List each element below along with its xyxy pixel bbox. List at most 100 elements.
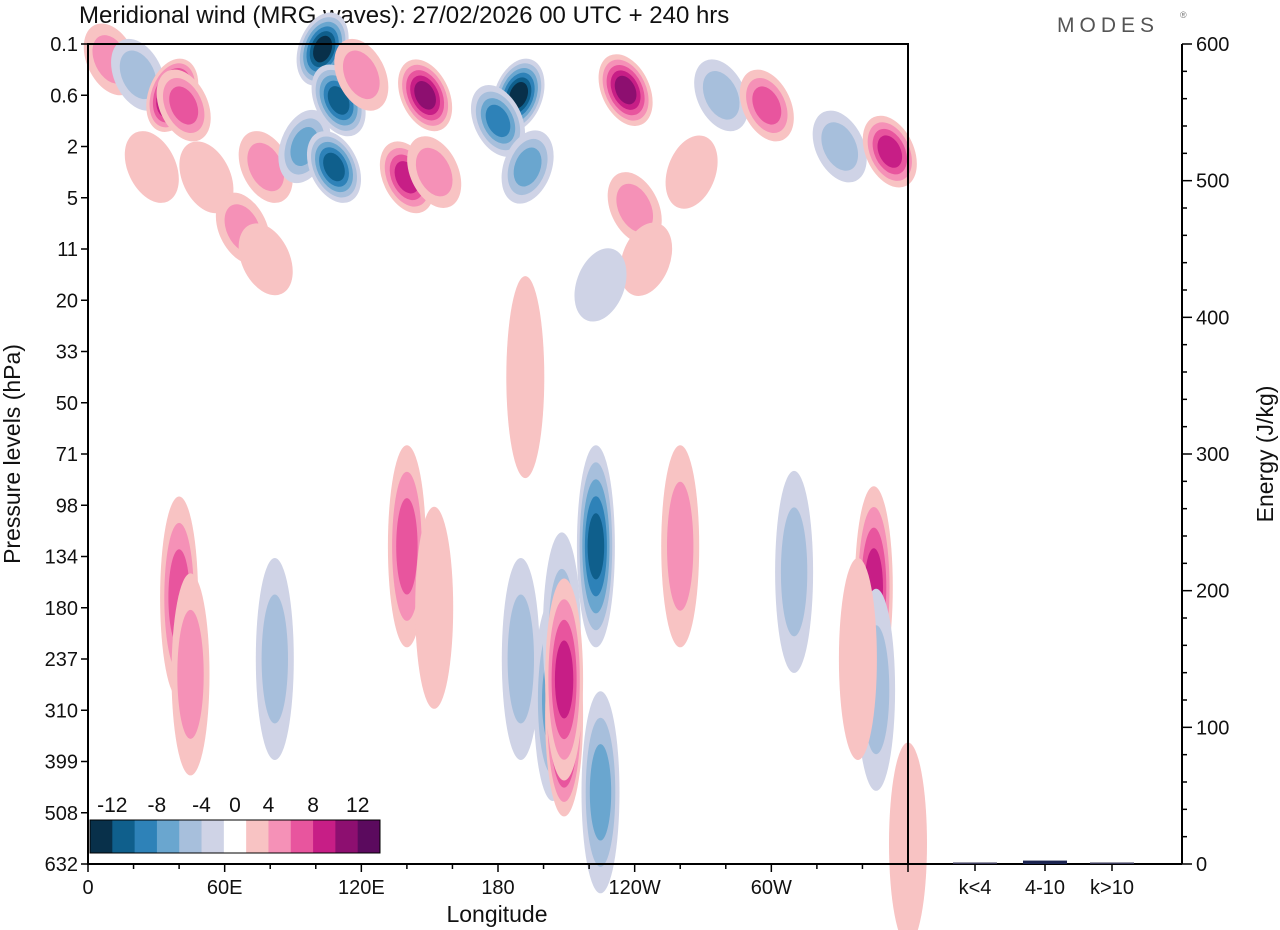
pressure-tick-label: 632 [45,854,78,876]
heatmap-cell [396,498,418,595]
heatmap-cell [169,86,199,125]
pressure-tick-label: 399 [45,752,78,774]
colorbar-tick-label: -8 [148,794,167,817]
brand-trademark: ® [1180,10,1187,20]
heatmap-cell [589,744,612,841]
heatmap-cell [587,513,605,580]
energy-bars: k<4 4-10 k>10 [953,860,1134,899]
colorbar-swatch [201,820,225,853]
heatmap-cell [323,152,345,182]
colorbar-swatch [90,820,113,853]
pressure-tick-label: 508 [45,803,78,825]
heatmap-cell [507,594,534,724]
colorbar-tick-label: 8 [307,794,319,817]
longitude-tick-label: 120E [338,877,385,899]
energy-tick-label: 500 [1196,171,1229,193]
energy-category-label: k>10 [1090,877,1134,899]
colorbar-tick-label: -12 [97,794,127,817]
heatmap-cell [342,50,380,100]
heatmap-cell [838,558,877,760]
energy-axis: 0 100 200 300 400 500 600 [1182,34,1229,876]
chart-title: Meridional wind (MRG waves): 27/02/2026 … [79,2,729,29]
longitude-tick-label: 60W [751,877,792,899]
heatmap-cell [554,640,574,719]
heatmap-cell [415,147,453,197]
heatmap-cell [415,506,454,709]
energy-tick-label: 200 [1196,581,1229,603]
colorbar-swatch [268,820,292,853]
heatmap-cell [119,50,157,100]
heatmap-cell [506,276,545,479]
energy-tick-label: 600 [1196,34,1229,56]
pressure-tick-label: 20 [56,290,78,312]
pressure-axis: 0.1 0.6 2 5 11 20 33 50 71 98 134 180 237 310 399 508 63… [45,34,88,876]
heatmap-cell [238,223,293,296]
energy-panel: 0 100 200 300 400 500 600 k<4 4-10 k>10 [908,34,1229,899]
heatmap-cell [620,222,673,296]
colorbar-swatch [290,820,314,853]
longitude-tick-label: 120W [609,877,661,899]
heatmap-cell [667,481,694,611]
x-axis-label: Longitude [446,901,547,927]
pressure-tick-label: 98 [56,495,78,517]
pressure-tick-label: 2 [67,137,78,159]
heatmap-cell [665,135,718,209]
energy-bar [1090,862,1134,864]
colorbar-swatch [357,820,381,853]
colorbar-swatch [179,820,202,853]
heatmap-cell [614,75,637,105]
colorbar-swatch [335,820,359,853]
colorbar-tick-label: 4 [263,794,275,817]
heatmap-cell [261,594,288,724]
energy-category-label: 4-10 [1025,877,1065,899]
heatmap-cell [752,86,782,125]
colorbar-swatch [223,820,247,853]
energy-bar [953,862,997,864]
heatmap-blobs [83,12,927,930]
longitude-tick-label: 0 [82,877,93,899]
pressure-tick-label: 33 [56,342,78,364]
pressure-tick-label: 50 [56,393,78,415]
pressure-tick-label: 71 [56,444,78,466]
colorbar-tick-label: 0 [229,794,241,817]
heatmap-cell [313,35,333,63]
colorbar-frame [89,819,381,854]
pressure-tick-label: 5 [67,188,78,210]
pressure-tick-label: 180 [45,598,78,620]
colorbar: -12 -8 -4 0 4 8 12 [89,794,381,854]
heatmap-cell [247,142,285,192]
pressure-tick-label: 0.6 [50,85,78,107]
heatmap-cell [513,147,542,187]
colorbar-swatch [246,820,269,853]
heatmap-cell [702,71,740,120]
energy-category-label: k<4 [959,877,992,899]
longitude-tick-label: 180 [481,877,514,899]
colorbar-swatch [156,820,180,853]
energy-tick-label: 100 [1196,717,1229,739]
energy-tick-label: 300 [1196,444,1229,466]
heatmap-cell [574,248,627,322]
energy-axis-label: Energy (J/kg) [1252,386,1278,523]
longitude-tick-label: 60E [207,877,243,899]
colorbar-swatch [134,820,158,853]
colorbar-tick-label: 12 [346,794,369,817]
y-axis-label: Pressure levels (hPa) [0,344,25,564]
heatmap-cell [780,507,808,637]
heatmap-cell [485,104,511,138]
heatmap-cell [821,122,859,171]
longitude-axis: 0 60E 120E 180 120W 60W [82,864,909,899]
pressure-tick-label: 237 [45,649,78,671]
colorbar-tick-label: -4 [192,794,211,817]
colorbar-swatch [313,820,336,853]
energy-bar [1023,860,1067,864]
heatmap-cell [327,86,350,115]
pressure-tick-label: 134 [45,547,78,569]
heatmap-cell [179,141,234,214]
colorbar-swatch [112,820,136,853]
heatmap-cell [414,81,436,110]
brand-logo-text: MODES [1057,14,1159,37]
heatmap-cell [616,183,654,233]
heatmap-cell [177,609,204,739]
heatmap-cell [877,135,903,168]
